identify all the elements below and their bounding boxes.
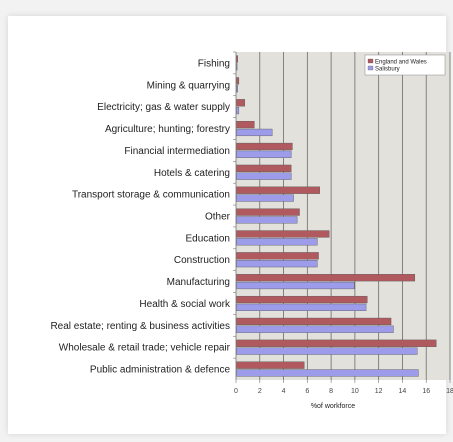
legend-label-salisbury: Salisbury	[375, 67, 400, 73]
legend-swatch-england-wales	[367, 58, 374, 64]
bar-salisbury-manufacturing	[236, 281, 355, 290]
bar-salisbury-public-administration-defence	[236, 369, 419, 377]
category-label-agriculture-hunting-forestry: Agriculture; hunting; forestry	[105, 124, 230, 135]
category-label-transport-storage-communication: Transport storage & communication	[72, 190, 230, 201]
bar-england-and-wales-transport-storage-communication	[236, 186, 320, 194]
category-label-hotels-catering: Hotels & catering	[154, 168, 230, 179]
category-label-mining-quarrying: Mining & quarrying	[147, 80, 230, 91]
x-axis-title: %of workforce	[311, 403, 355, 410]
category-label-fishing: Fishing	[198, 58, 230, 69]
gridlines	[259, 52, 451, 380]
bar-salisbury-construction	[236, 260, 318, 268]
x-tick-labels: 0 2 4 6 8 10 12 14 16 18	[234, 380, 453, 395]
bar-salisbury-transport-storage-communication	[236, 194, 294, 202]
bar-england-and-wales-hotels-catering	[236, 164, 292, 172]
x-tick-label-18: 18	[446, 388, 453, 395]
x-tick-label-10: 10	[351, 388, 359, 395]
x-tick-label-16: 16	[422, 388, 430, 395]
x-tick-label-14: 14	[399, 388, 407, 395]
legend: England and Wales Salisbury	[364, 54, 446, 76]
bar-salisbury-agriculture-hunting-forestry	[236, 128, 273, 137]
bar-england-and-wales-education	[236, 230, 330, 238]
bar-salisbury-real-estate-renting-business-activities	[236, 325, 394, 333]
bar-england-and-wales-wholesale-retail-trade-vehicle-repair	[236, 339, 437, 347]
category-label-wholesale-retail-trade-vehicle-repair: Wholesale & retail trade; vehicle repair	[59, 343, 231, 354]
category-label-construction: Construction	[174, 255, 230, 266]
x-tick-label-6: 6	[305, 388, 309, 395]
bar-salisbury-other	[236, 216, 298, 224]
x-tick-label-8: 8	[329, 388, 333, 395]
bars	[236, 55, 437, 377]
category-label-public-administration-defence: Public administration & defence	[90, 365, 231, 376]
plot-area	[236, 52, 450, 380]
category-label-real-estate-renting-business-activities: Real estate; renting & business activiti…	[50, 321, 230, 332]
category-labels: Fishing Mining & quarrying Electricity; ga…	[50, 51, 236, 376]
bar-england-and-wales-manufacturing	[236, 274, 416, 282]
bar-england-and-wales-public-administration-defence	[236, 361, 305, 369]
x-tick-label-12: 12	[375, 388, 383, 395]
bar-england-and-wales-electricity-gas-water-supply	[236, 99, 246, 107]
bar-salisbury-health-social-work	[236, 303, 367, 311]
bar-salisbury-mining-quarrying	[236, 85, 238, 93]
legend-swatch-salisbury	[367, 65, 374, 71]
bar-salisbury-fishing	[236, 63, 238, 71]
category-label-financial-intermediation: Financial intermediation	[124, 146, 230, 157]
x-tick-label-4: 4	[282, 388, 286, 395]
bar-salisbury-electricity-gas-water-supply	[236, 106, 240, 115]
category-label-other: Other	[205, 212, 231, 223]
bar-salisbury-wholesale-retail-trade-vehicle-repair	[236, 347, 418, 355]
bar-england-and-wales-construction	[236, 252, 319, 260]
x-tick-label-0: 0	[234, 388, 238, 395]
category-label-health-social-work: Health & social work	[139, 299, 231, 310]
bar-salisbury-hotels-catering	[236, 172, 292, 180]
bar-salisbury-education	[236, 238, 318, 246]
category-label-electricity-gas-water-supply: Electricity; gas & water supply	[97, 102, 230, 113]
category-label-education: Education	[186, 233, 230, 244]
bar-england-and-wales-agriculture-hunting-forestry	[236, 121, 255, 129]
bar-england-and-wales-fishing	[236, 55, 238, 63]
bar-england-and-wales-other	[236, 208, 300, 216]
legend-label-england-wales: England and Wales	[375, 60, 427, 66]
bar-england-and-wales-real-estate-renting-business-activities	[236, 317, 392, 326]
x-tick-label-2: 2	[258, 388, 262, 395]
bar-england-and-wales-health-social-work	[236, 295, 368, 304]
bar-england-and-wales-financial-intermediation	[236, 142, 293, 151]
category-label-manufacturing: Manufacturing	[167, 277, 230, 288]
bar-salisbury-financial-intermediation	[236, 150, 292, 158]
bar-england-and-wales-mining-quarrying	[236, 77, 240, 85]
legend-box	[364, 54, 446, 76]
